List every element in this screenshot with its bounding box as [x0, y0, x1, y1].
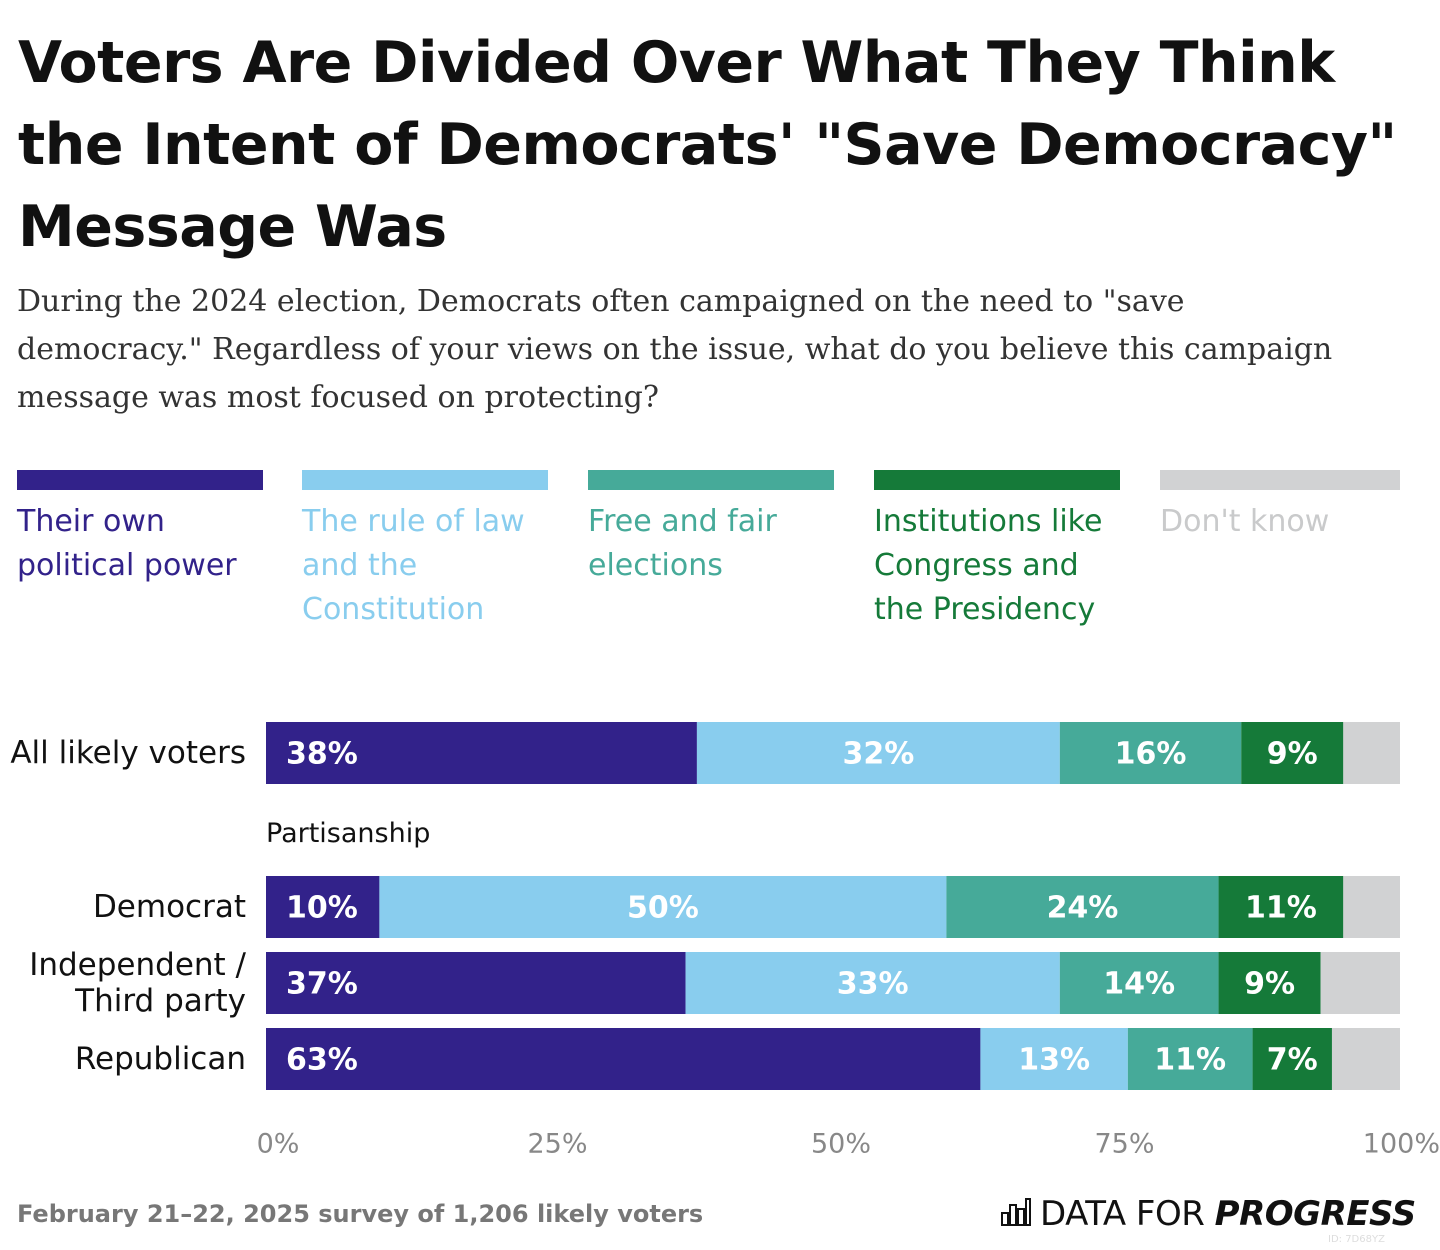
- legend-item: Free and fair elections: [588, 470, 834, 588]
- legend-item: The rule of law and the Constitution: [302, 470, 548, 632]
- value-label: 14%: [1103, 967, 1175, 1002]
- value-label: 50%: [627, 891, 699, 926]
- value-label: 16%: [1115, 737, 1187, 772]
- bar-segment: [696, 722, 1060, 784]
- legend-swatch: [588, 470, 834, 490]
- legend-label: Institutions like Congress and the Presi…: [874, 504, 1103, 627]
- bar-segment: [266, 952, 686, 1014]
- note: February 21–22, 2025 survey of 1,206 lik…: [17, 1200, 704, 1228]
- bar-segment: [1059, 952, 1219, 1014]
- bar-segment: [1331, 1028, 1400, 1090]
- value-label: 32%: [842, 737, 914, 772]
- chart-title: Voters Are Divided Over What They Think …: [18, 30, 1397, 260]
- value-label: 33%: [837, 967, 909, 1002]
- value-label: 11%: [1154, 1043, 1226, 1078]
- bar-segment: [685, 952, 1060, 1014]
- value-label: 7%: [1267, 1043, 1318, 1078]
- legend-item: Institutions like Congress and the Presi…: [874, 470, 1120, 632]
- legend-swatch: [1160, 470, 1400, 490]
- x-tick-label: 100%: [1363, 1129, 1440, 1160]
- value-label: 10%: [286, 891, 358, 926]
- bar-segment: [266, 876, 380, 938]
- chart-id: ID: 7D68YZ: [1328, 1234, 1385, 1245]
- bar-segment: [1320, 952, 1400, 1014]
- bar-segment: [1059, 722, 1242, 784]
- brand-prefix: DATA FOR: [1040, 1194, 1205, 1234]
- legend-item: Don't know: [1160, 470, 1400, 544]
- legend-swatch: [874, 470, 1120, 490]
- x-tick-label: 0%: [257, 1129, 300, 1160]
- value-label: 9%: [1267, 737, 1318, 772]
- legend-label: Don't know: [1160, 504, 1330, 539]
- value-label: 13%: [1018, 1043, 1090, 1078]
- bar-segment: [1218, 876, 1344, 938]
- bar-segment: [1343, 722, 1400, 784]
- category-label: Democrat: [92, 889, 246, 925]
- value-label: 37%: [286, 967, 358, 1002]
- x-tick-label: 75%: [1094, 1129, 1154, 1160]
- legend-swatch: [17, 470, 263, 490]
- value-label: 9%: [1244, 967, 1295, 1002]
- legend-label: The rule of law and the Constitution: [302, 504, 525, 627]
- category-label: All likely voters: [10, 735, 246, 771]
- brand: DATA FOR PROGRESS: [1000, 1194, 1416, 1234]
- bar-segment: [1241, 722, 1344, 784]
- x-tick-label: 25%: [527, 1129, 587, 1160]
- legend-swatch: [302, 470, 548, 490]
- value-label: 11%: [1245, 891, 1317, 926]
- legend-label: Their own political power: [17, 504, 237, 583]
- bar-segment: [266, 1028, 981, 1090]
- chart-subtitle: During the 2024 election, Democrats ofte…: [17, 284, 1333, 415]
- bar-segment: [266, 722, 697, 784]
- category-label: Independent / Third party: [29, 947, 246, 1019]
- legend-label: Free and fair elections: [588, 504, 777, 583]
- x-tick-label: 50%: [811, 1129, 871, 1160]
- bar-segment: [1127, 1028, 1253, 1090]
- value-label: 63%: [286, 1043, 358, 1078]
- brand-name: PROGRESS: [1214, 1194, 1417, 1234]
- legend-item: Their own political power: [17, 470, 263, 588]
- bar-segment: [1218, 952, 1321, 1014]
- bar-segment: [946, 876, 1219, 938]
- brand-icon: [1001, 1198, 1031, 1226]
- bar-segment: [1343, 876, 1400, 938]
- value-label: 24%: [1047, 891, 1119, 926]
- bar-segment: [1252, 1028, 1332, 1090]
- value-label: 38%: [286, 737, 358, 772]
- group-label: Partisanship: [266, 818, 431, 849]
- bar-segment: [980, 1028, 1128, 1090]
- category-label: Republican: [74, 1041, 246, 1077]
- bar-segment: [379, 876, 947, 938]
